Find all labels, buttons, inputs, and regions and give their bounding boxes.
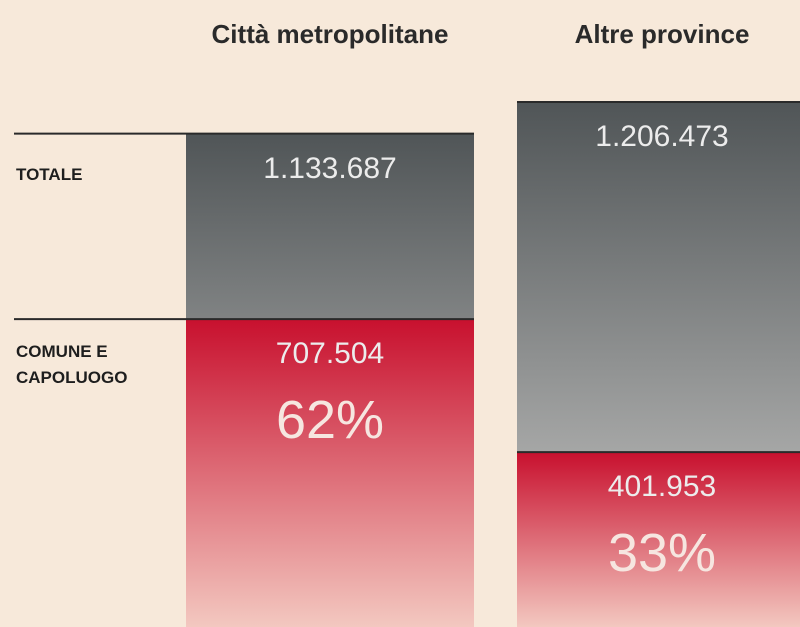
value-label: 401.953 xyxy=(607,470,717,504)
value-label: 707.504 xyxy=(275,337,385,371)
column-header: Città metropolitane xyxy=(211,19,449,49)
share-label: 62% xyxy=(275,390,385,451)
legend-label: TOTALE xyxy=(16,164,83,184)
value-label: 1.133.687 xyxy=(263,151,397,185)
legend-label: COMUNE E CAPOLUOGO xyxy=(16,342,128,388)
bar xyxy=(186,319,474,627)
column-header: Altre province xyxy=(574,19,750,49)
value-label: 1.206.473 xyxy=(595,120,729,153)
share-label: 33% xyxy=(607,523,717,584)
bar xyxy=(517,452,800,627)
